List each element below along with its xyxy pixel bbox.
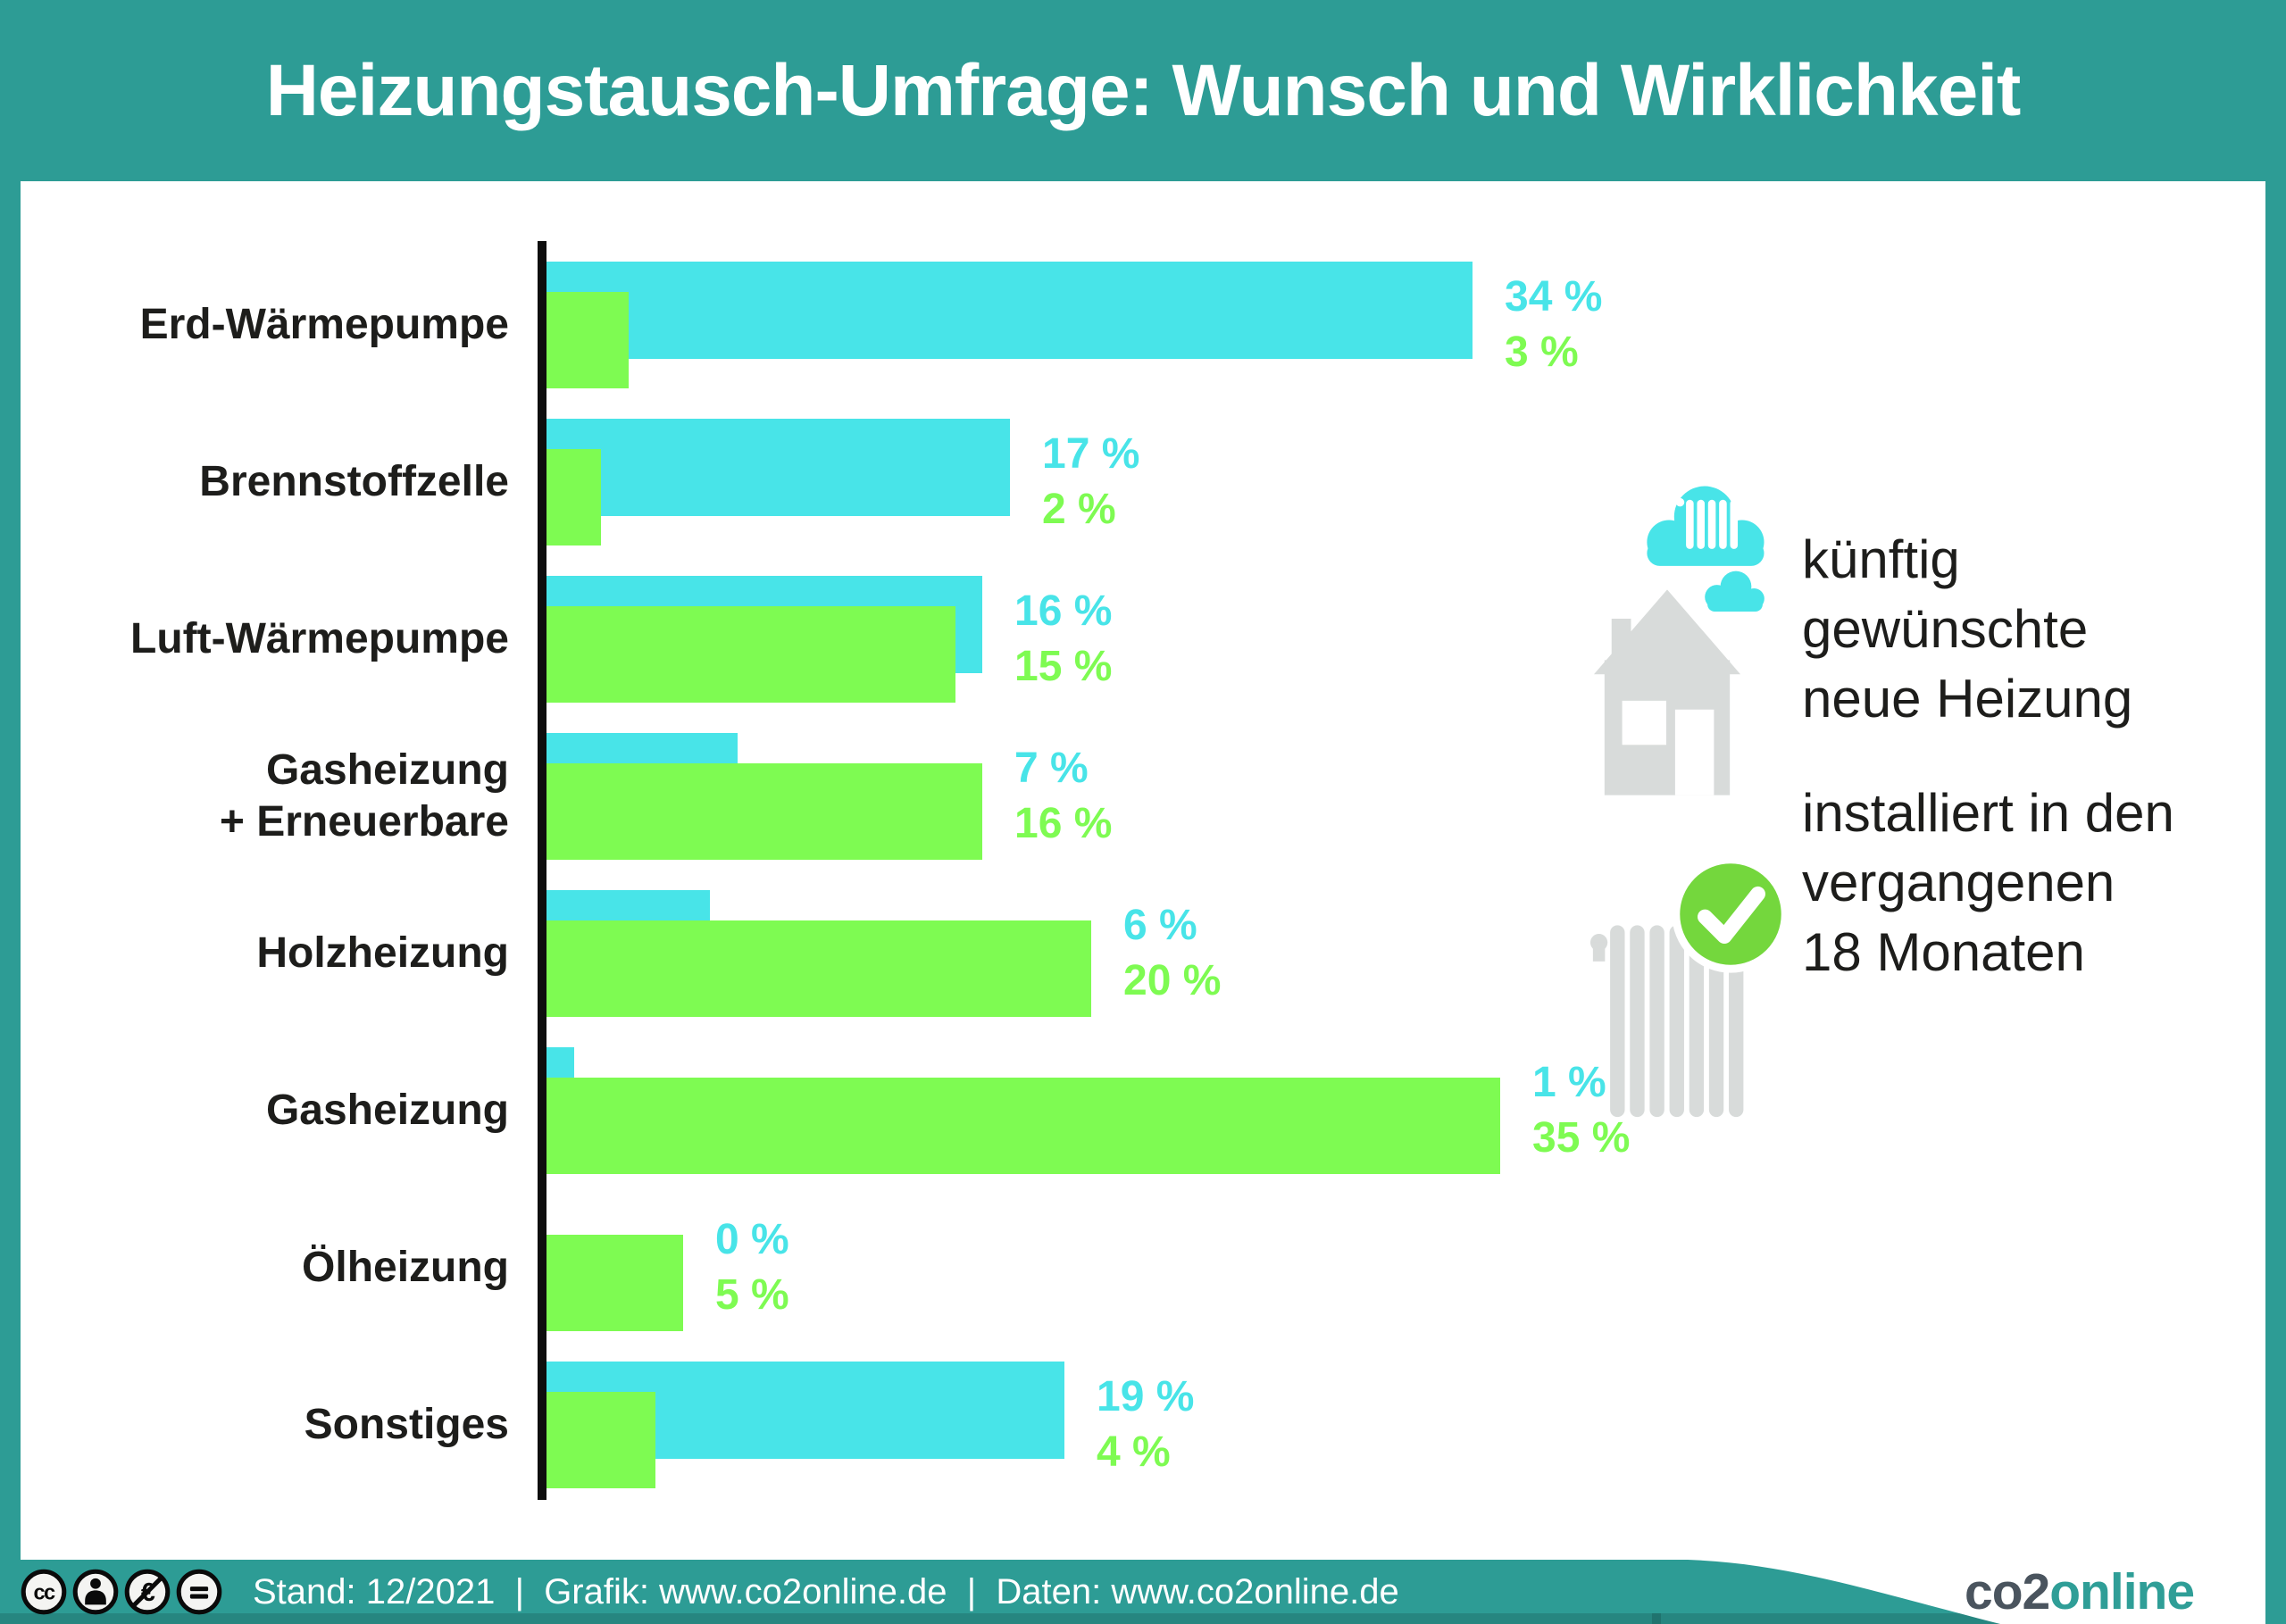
cc-icon: cc <box>21 1569 67 1615</box>
legend-wish-label: künftig gewünschte neue Heizung <box>1802 529 2133 729</box>
cc-nd-icon <box>176 1569 222 1615</box>
small-cloud-icon <box>1705 570 1765 612</box>
svg-text:cc: cc <box>34 1581 55 1604</box>
co2online-logo: co2online <box>1965 1562 2195 1621</box>
legend-installed-label: installiert in den vergangenen 18 Monate… <box>1802 783 2174 982</box>
header: Heizungstausch-Umfrage: Wunsch und Wirkl… <box>0 0 2286 181</box>
content-panel <box>21 181 2265 1560</box>
footer-shadow-strip <box>0 1613 1661 1624</box>
radiator-icon <box>1589 925 1744 1118</box>
cc-nc-euro-icon: € <box>124 1569 171 1615</box>
checkmark-icon <box>1672 855 1790 973</box>
logo-co2: co2 <box>1965 1563 2050 1620</box>
footer-credits: Stand: 12/2021 | Grafik: www.co2online.d… <box>253 1571 1399 1612</box>
cc-by-person-icon <box>72 1569 119 1615</box>
footer-bar <box>0 1560 1661 1624</box>
page-title: Heizungstausch-Umfrage: Wunsch und Wirkl… <box>265 49 2022 131</box>
license-icons: cc € <box>20 1568 223 1616</box>
footer-curve <box>1652 1560 2265 1624</box>
logo-online: online <box>2049 1563 2195 1620</box>
heating-cloud-icon <box>1647 486 1765 566</box>
house-icon <box>1593 589 1741 795</box>
